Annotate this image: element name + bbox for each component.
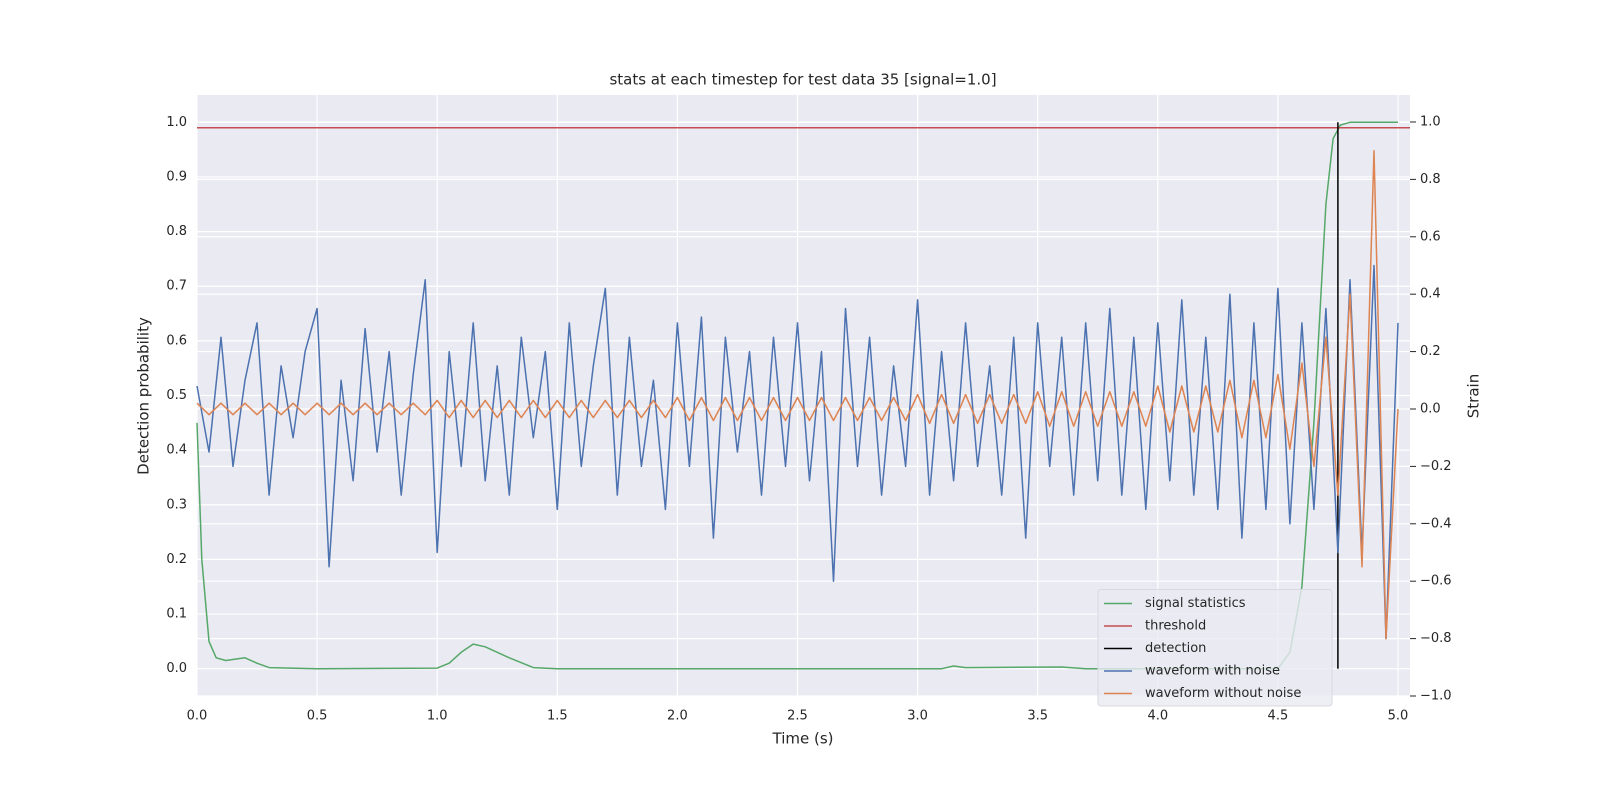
legend-label: waveform without noise [1145,686,1301,701]
y-tick-label: 0.1 [166,607,187,622]
y-tick-label: 0.9 [166,169,187,184]
y2-tick-label: −0.2 [1420,459,1452,474]
x-tick-label: 0.0 [187,709,208,724]
x-axis-label: Time (s) [772,730,834,748]
y-tick-label: 0.0 [166,661,187,676]
y2-tick-label: 0.4 [1420,287,1441,302]
legend-label: waveform with noise [1145,664,1280,679]
series-line [196,149,1399,640]
y-tick-label: 0.6 [166,333,187,348]
labels: 0.0 0.5 1.0 1.5 2.0 2.5 3.0 3.5 4.0 4.5 5.0 0.0 0.1 0… [166,114,1451,723]
y-tick-label: 1.0 [166,115,187,130]
x-tick-label: 3.0 [907,709,928,724]
y2-tick-label: 0.6 [1420,229,1441,244]
y-tick-label: 0.4 [166,443,187,458]
legend-label: threshold [1145,619,1206,634]
x-tick-label: 1.5 [547,709,568,724]
y-tick-label: 0.5 [166,388,187,403]
legend-label: detection [1145,641,1206,656]
series-line [196,121,1398,670]
y2-tick-label: −1.0 [1420,689,1452,704]
y-axis-label: Detection probability [135,317,153,475]
lines [196,121,1410,670]
x-tick-label: 5.0 [1388,709,1409,724]
y2-tick-label: −0.8 [1420,631,1452,646]
y2-tick-label: 0.8 [1420,172,1441,187]
x-tick-label: 2.0 [667,709,688,724]
y-tick-label: 0.2 [166,552,187,567]
series-line [196,264,1399,640]
x-tick-label: 4.0 [1147,709,1168,724]
x-tick-label: 1.0 [427,709,448,724]
y-tick-label: 0.8 [166,224,187,239]
y-tick-label: 0.3 [166,497,187,512]
x-tick-label: 2.5 [787,709,808,724]
legend-label: signal statistics [1145,596,1246,611]
y2-tick-label: 0.0 [1420,401,1441,416]
chart-title: stats at each timestep for test data 35 … [609,71,996,89]
y-tick-label: 0.7 [166,279,187,294]
x-tick-label: 3.5 [1027,709,1048,724]
y2-tick-label: −0.4 [1420,516,1452,531]
y2-tick-label: 0.2 [1420,344,1441,359]
y2-tick-label: 1.0 [1420,114,1441,129]
legend-box [1097,589,1333,707]
legend: signal statistics threshold detection wavef… [1097,589,1333,707]
x-tick-label: 0.5 [307,709,328,724]
y2-tick-label: −0.6 [1420,574,1452,589]
x-tick-label: 4.5 [1268,709,1289,724]
y2-axis-label: Strain [1465,374,1483,418]
